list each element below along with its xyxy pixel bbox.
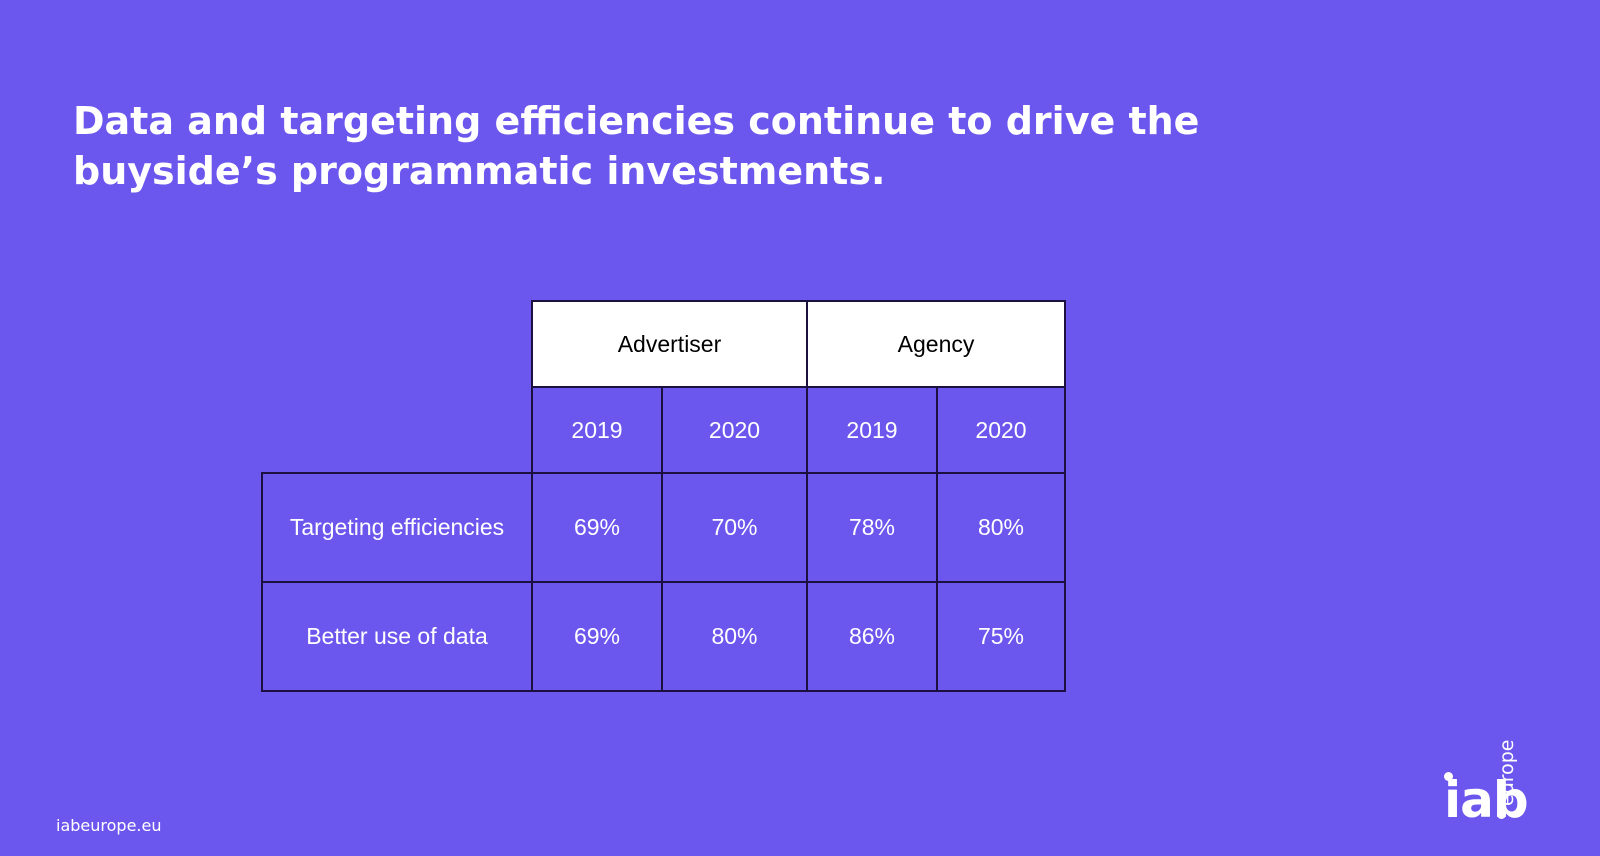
slide-title: Data and targeting efficiencies continue… <box>73 96 1273 196</box>
logo-sub-text: europe <box>1496 739 1518 807</box>
footer-url[interactable]: iabeurope.eu <box>56 816 162 835</box>
year-header: 2019 <box>806 386 938 474</box>
row-label: Targeting efficiencies <box>261 472 533 583</box>
table-cell: 70% <box>661 472 808 583</box>
slide-title-line-2: buyside’s programmatic investments. <box>73 149 886 193</box>
table-cell: 69% <box>531 472 663 583</box>
logo-dot-left <box>1444 772 1453 781</box>
row-label: Better use of data <box>261 581 533 692</box>
group-header-advertiser: Advertiser <box>531 300 808 388</box>
table-cell: 75% <box>936 581 1066 692</box>
table-cell: 86% <box>806 581 938 692</box>
table-corner-cell <box>262 387 533 474</box>
table-group-header-row: Advertiser Agency <box>262 300 1066 388</box>
table-cell: 78% <box>806 472 938 583</box>
table-year-header-row: 2019 2020 2019 2020 <box>262 386 1066 474</box>
table-row: Targeting efficiencies 69% 70% 78% 80% <box>261 472 1066 583</box>
table-cell: 69% <box>531 581 663 692</box>
logo-dot-right <box>1497 810 1506 819</box>
slide-title-line-1: Data and targeting efficiencies continue… <box>73 99 1200 143</box>
table-row: Better use of data 69% 80% 86% 75% <box>261 581 1066 692</box>
year-header: 2019 <box>531 386 663 474</box>
table-cell: 80% <box>936 472 1066 583</box>
year-header: 2020 <box>661 386 808 474</box>
iab-europe-logo: iab europe <box>1444 740 1554 838</box>
group-header-agency: Agency <box>806 300 1066 388</box>
year-header: 2020 <box>936 386 1066 474</box>
table-cell: 80% <box>661 581 808 692</box>
logo-main-text: iab <box>1444 771 1529 829</box>
comparison-table: Advertiser Agency 2019 2020 2019 2020 Ta… <box>261 300 1066 692</box>
table-corner-cell <box>262 301 533 387</box>
